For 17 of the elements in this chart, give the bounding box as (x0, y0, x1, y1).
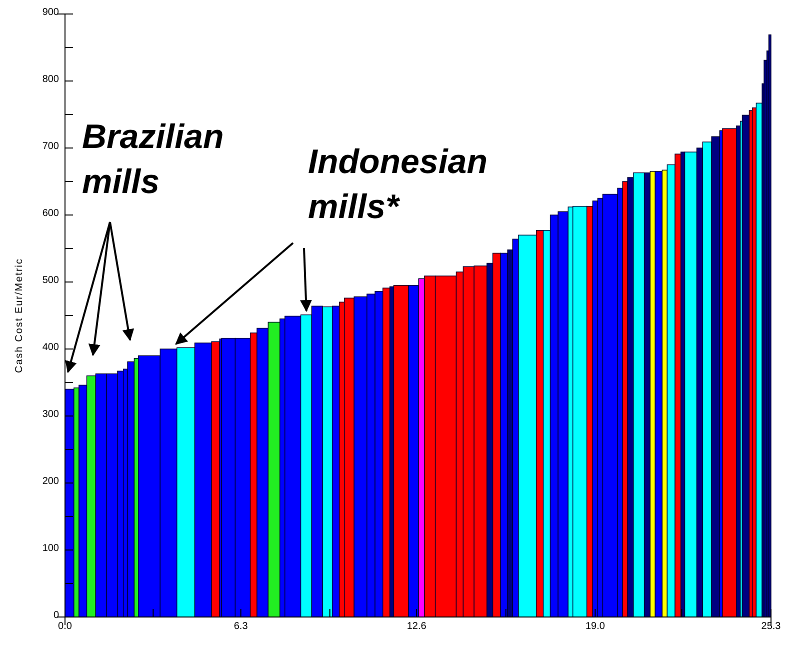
y-tick-label: 900 (42, 7, 60, 18)
x-tick-label: 25.3 (761, 621, 782, 632)
y-tick-label: 200 (42, 476, 60, 487)
annotation: Brazilian mills (82, 118, 224, 201)
y-axis-title: Cash Cost Eur/Metric (14, 258, 25, 374)
x-tick-label: 19.0 (585, 621, 606, 632)
x-tick-label: 12.6 (406, 621, 427, 632)
y-tick-label: 500 (42, 275, 60, 286)
y-tick-label: 800 (42, 74, 60, 85)
y-tick-label: 400 (42, 342, 60, 353)
y-tick-label: 700 (42, 141, 60, 152)
y-tick-label: 100 (42, 543, 60, 554)
x-tick-label: 6.3 (234, 621, 248, 632)
y-tick-label: 600 (42, 208, 60, 219)
annotation: Indonesian mills* (308, 143, 488, 226)
x-tick-label: 0.0 (58, 621, 72, 632)
y-tick-label: 300 (42, 409, 60, 420)
